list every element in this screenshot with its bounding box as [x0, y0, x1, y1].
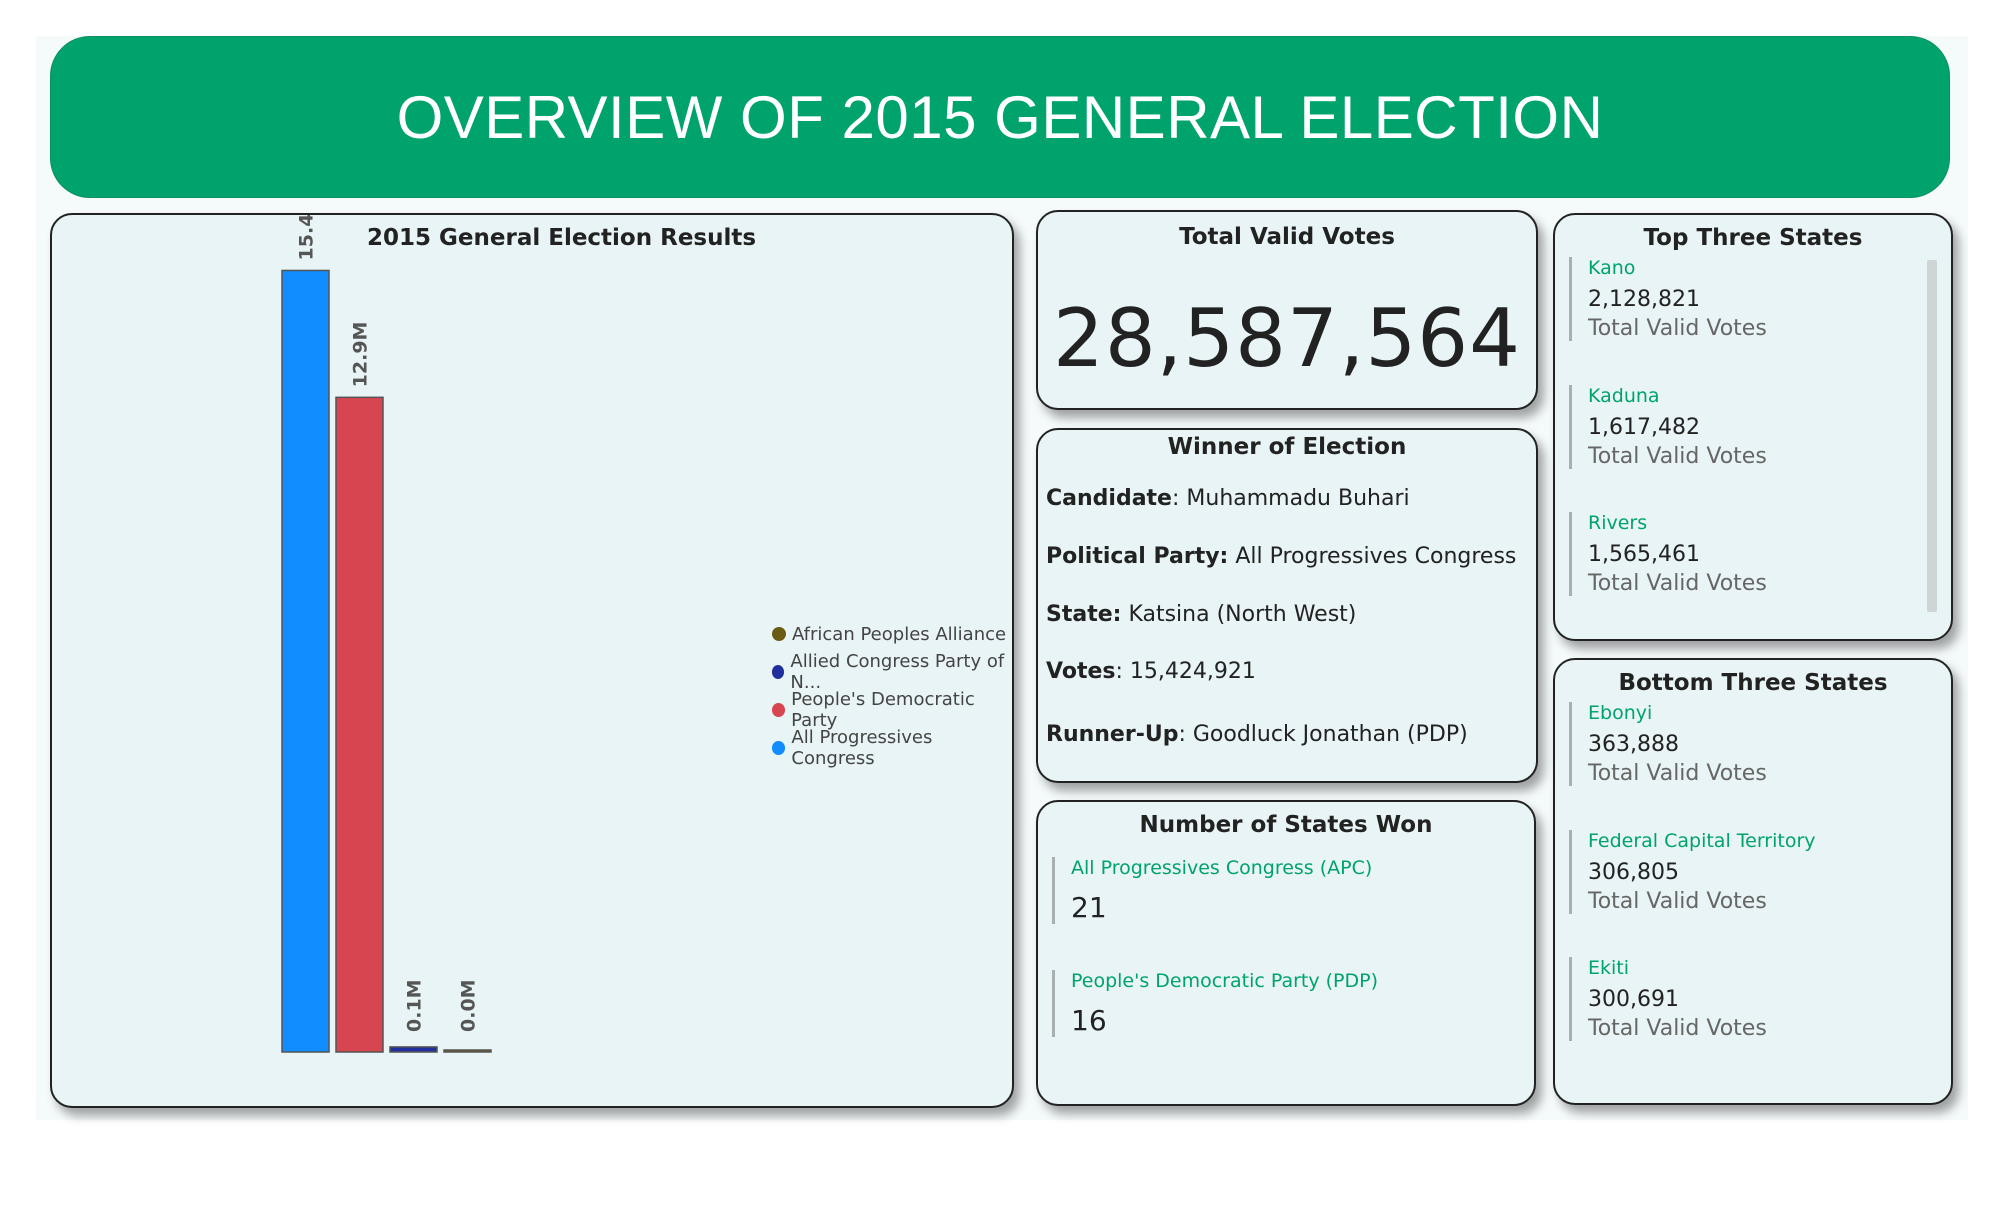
bar-1[interactable] [335, 396, 384, 1053]
states-won-pdp-party: People's Democratic Party (PDP) [1071, 970, 1379, 992]
legend-item-2[interactable]: People's Democratic Party [772, 689, 1012, 731]
bottom-states-title: Bottom Three States [1618, 670, 1888, 696]
states-won-apc-count: 21 [1071, 891, 1107, 924]
legend-label: Allied Congress Party of N... [790, 651, 1005, 693]
winner-votes: Votes: 15,424,921 [1046, 659, 1256, 684]
data-label-3: 0.0M [458, 979, 480, 1032]
top-state-item: Kaduna 1,617,482 Total Valid Votes [1569, 385, 1767, 469]
states-won-card: Number of States Won All Progressives Co… [1036, 800, 1536, 1106]
winner-runner-up: Runner-Up: Goodluck Jonathan (PDP) [1046, 722, 1468, 747]
votes-value: : 15,424,921 [1115, 659, 1256, 684]
states-won-title: Number of States Won [1139, 812, 1433, 838]
results-chart-title: 2015 General Election Results [367, 225, 757, 251]
total-votes-value: 28,587,564 [1052, 292, 1522, 385]
chart-legend: African Peoples Alliance Allied Congress … [772, 615, 1012, 769]
top-states-title: Top Three States [1643, 225, 1863, 251]
top-state-item: Rivers 1,565,461 Total Valid Votes [1569, 512, 1767, 596]
results-chart-card[interactable]: 2015 General Election Results 15.4M 12.9M… [50, 213, 1014, 1108]
bottom-state-value: 300,691 [1588, 987, 1679, 1012]
top-state-value: 1,617,482 [1588, 415, 1700, 440]
top-state-value: 1,565,461 [1588, 542, 1700, 567]
legend-item-3[interactable]: All Progressives Congress [772, 727, 1012, 769]
total-votes-title: Total Valid Votes [1179, 224, 1395, 250]
winner-party: Political Party: All Progressives Congre… [1046, 544, 1516, 569]
legend-dot-icon [772, 627, 786, 641]
bar-2[interactable] [389, 1046, 438, 1053]
legend-item-1[interactable]: Allied Congress Party of N... [772, 651, 1012, 693]
candidate-label: Candidate [1046, 486, 1172, 511]
runner-up-value: : Goodluck Jonathan (PDP) [1178, 722, 1468, 747]
bottom-state-value: 306,805 [1588, 860, 1679, 885]
bottom-state-sub: Total Valid Votes [1588, 1016, 1767, 1041]
state-value: Katsina (North West) [1121, 602, 1357, 627]
total-votes-card: Total Valid Votes 28,587,564 [1036, 210, 1538, 410]
bottom-states-card: Bottom Three States Ebonyi 363,888 Total… [1553, 658, 1953, 1105]
runner-up-label: Runner-Up [1046, 722, 1179, 747]
data-label-1: 12.9M [350, 322, 372, 388]
bar-3[interactable] [443, 1049, 492, 1053]
winner-state: State: Katsina (North West) [1046, 602, 1356, 627]
bottom-state-name: Ekiti [1588, 957, 1630, 979]
winner-candidate: Candidate: Muhammadu Buhari [1046, 486, 1410, 511]
top-state-value: 2,128,821 [1588, 287, 1700, 312]
top-state-name: Kaduna [1588, 385, 1660, 407]
top-state-sub: Total Valid Votes [1588, 316, 1767, 341]
bar-0[interactable] [281, 269, 330, 1053]
states-won-pdp-count: 16 [1071, 1004, 1107, 1037]
bottom-state-value: 363,888 [1588, 732, 1679, 757]
party-label: Political Party: [1046, 544, 1229, 569]
top-state-sub: Total Valid Votes [1588, 571, 1767, 596]
states-won-apc-party: All Progressives Congress (APC) [1071, 857, 1373, 879]
top-state-item: Kano 2,128,821 Total Valid Votes [1569, 257, 1767, 341]
top-state-name: Kano [1588, 257, 1636, 279]
legend-dot-icon [772, 703, 786, 717]
top-states-card[interactable]: Top Three States Kano 2,128,821 Total Va… [1553, 213, 1953, 641]
votes-label: Votes [1046, 659, 1116, 684]
winner-card: Winner of Election Candidate: Muhammadu … [1036, 428, 1538, 783]
legend-dot-icon [772, 741, 786, 755]
bottom-state-sub: Total Valid Votes [1588, 761, 1767, 786]
data-label-2: 0.1M [404, 979, 426, 1032]
states-won-pdp: People's Democratic Party (PDP) 16 [1052, 970, 1511, 1037]
bottom-state-name: Federal Capital Territory [1588, 830, 1816, 852]
bottom-state-sub: Total Valid Votes [1588, 889, 1767, 914]
state-label: State: [1046, 602, 1122, 627]
data-label-0: 15.4M [296, 215, 318, 260]
states-won-apc: All Progressives Congress (APC) 21 [1052, 857, 1511, 924]
bottom-state-item: Federal Capital Territory 306,805 Total … [1569, 830, 1816, 914]
winner-title: Winner of Election [1167, 434, 1407, 460]
legend-item-0[interactable]: African Peoples Alliance [772, 615, 1012, 653]
top-state-name: Rivers [1588, 512, 1648, 534]
top-states-scrollbar[interactable] [1927, 260, 1937, 612]
results-bar-chart: 15.4M 12.9M 0.1M 0.0M [281, 215, 492, 1053]
legend-label: All Progressives Congress [791, 727, 933, 769]
page-title: OVERVIEW OF 2015 GENERAL ELECTION [50, 36, 1950, 198]
party-value: All Progressives Congress [1228, 544, 1517, 569]
bottom-state-item: Ekiti 300,691 Total Valid Votes [1569, 957, 1767, 1041]
candidate-value: : Muhammadu Buhari [1171, 486, 1410, 511]
bottom-state-name: Ebonyi [1588, 702, 1653, 724]
legend-label: People's Democratic Party [791, 689, 975, 731]
legend-label: African Peoples Alliance [792, 623, 1007, 645]
legend-dot-icon [772, 665, 785, 679]
bottom-state-item: Ebonyi 363,888 Total Valid Votes [1569, 702, 1767, 786]
top-state-sub: Total Valid Votes [1588, 444, 1767, 469]
